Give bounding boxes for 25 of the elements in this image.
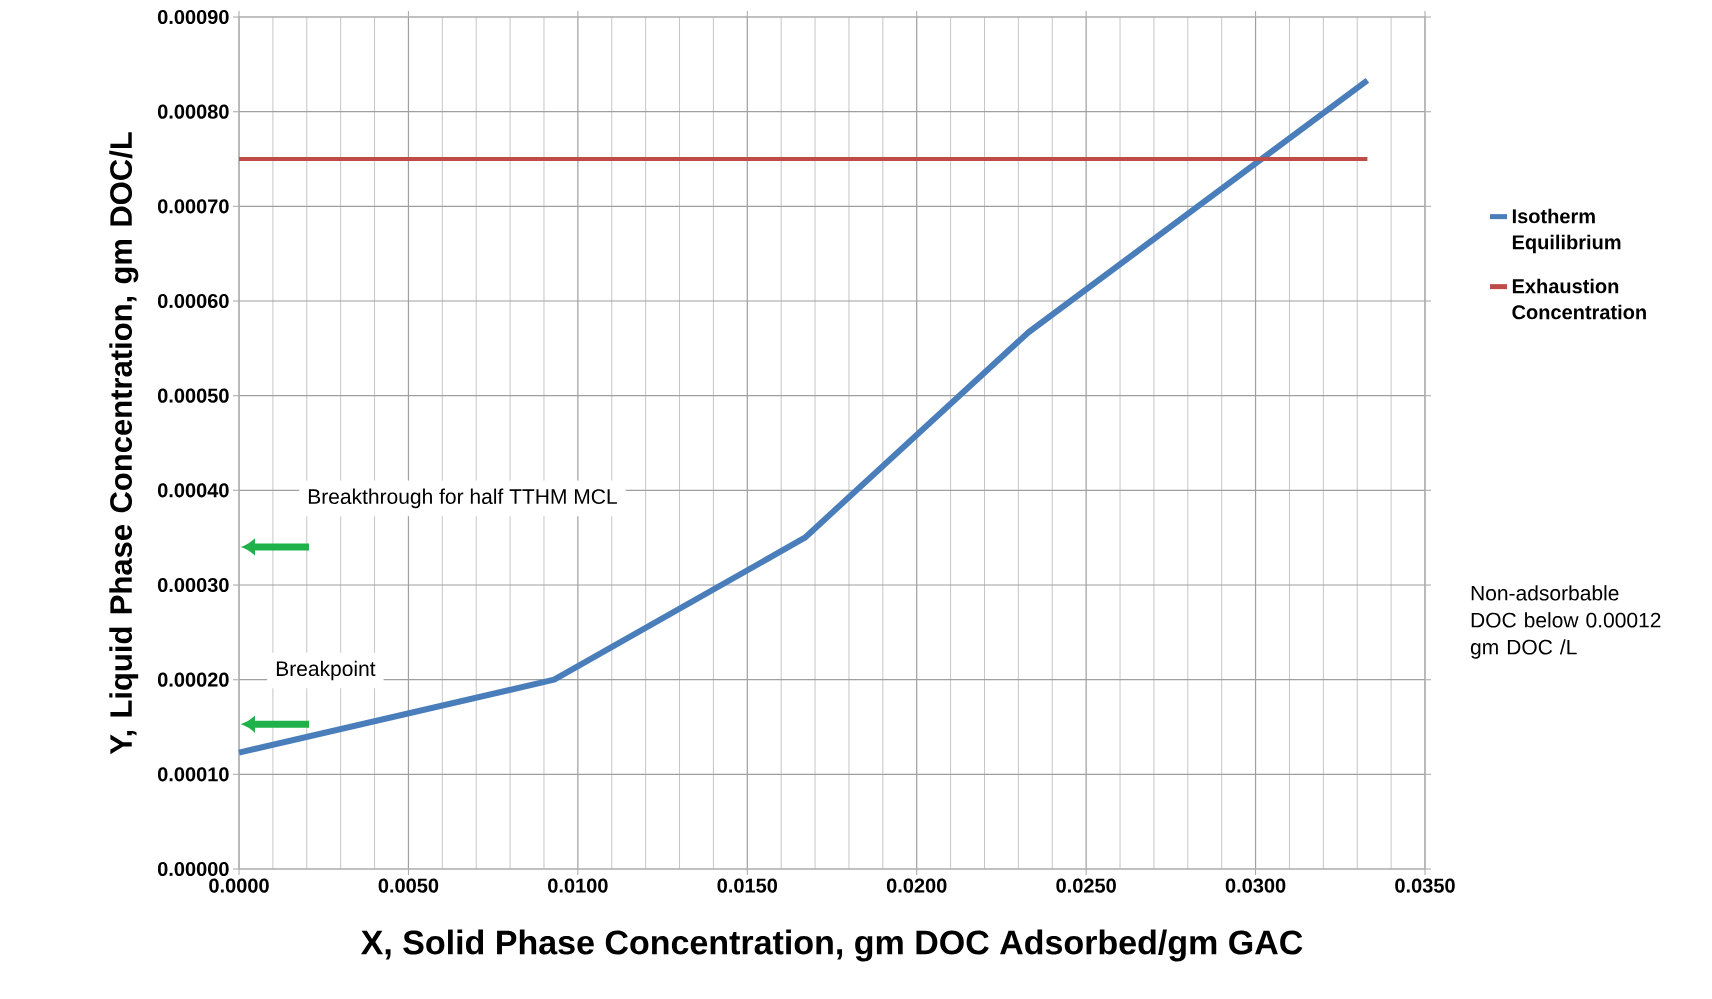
y-tick-label: 0.00080 <box>157 104 229 119</box>
x-tick-label: 0.0150 <box>717 878 778 893</box>
x-tick-label: 0.0350 <box>1395 878 1455 893</box>
x-tick-label: 0.0250 <box>1056 878 1116 893</box>
legend-label: Isotherm Equilibrium <box>1512 208 1621 254</box>
annotation: Breakpoint <box>276 660 376 681</box>
x-tick-label: 0.0300 <box>1225 878 1286 893</box>
x-tick-label: 0.0050 <box>378 878 439 893</box>
y-tick-label: 0.00060 <box>157 293 229 309</box>
y-tick-label: 0.00040 <box>157 483 229 498</box>
y-axis-title: Y, Liquid Phase Concentration, gm DOC/L <box>109 132 139 755</box>
y-tick-label: 0.00050 <box>157 388 229 403</box>
y-tick-label: 0.00090 <box>157 9 229 25</box>
y-tick-label: 0.00010 <box>157 767 229 782</box>
y-tick-label: 0.00020 <box>157 672 229 687</box>
y-tick-label: 0.00030 <box>157 577 229 593</box>
x-tick-label: 0.0200 <box>886 878 947 893</box>
y-tick-label: 0.00070 <box>157 199 229 214</box>
x-axis-title: X, Solid Phase Concentration, gm DOC Adsorbed/gm GAC <box>360 929 1303 962</box>
legend-label: Exhaustion Concentration <box>1512 278 1646 320</box>
annotation: Breakthrough for half TTHM MCL <box>308 488 617 509</box>
x-tick-label: 0.0000 <box>209 878 269 893</box>
y-tick-label: 0.00000 <box>157 861 229 877</box>
x-tick-label: 0.0100 <box>548 878 608 893</box>
text: Non-adsorbable DOC below 0.00012 gm DOC /L <box>1470 585 1661 659</box>
